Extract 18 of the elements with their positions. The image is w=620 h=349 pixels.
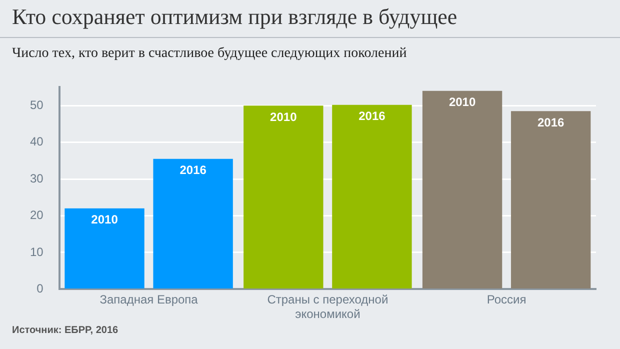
text: 2016 bbox=[537, 115, 564, 130]
y-tick-label: 10 bbox=[30, 244, 44, 259]
y-tick-label: 50 bbox=[30, 98, 44, 112]
x-tick-label: Россия bbox=[486, 292, 526, 307]
text: 2016 bbox=[358, 109, 386, 124]
series-label: 2010 bbox=[91, 212, 118, 227]
chart-subtitle: Число тех, кто верит в счастливое будущее следующих поколений bbox=[12, 46, 407, 62]
y-tick-label: 30 bbox=[30, 171, 44, 186]
y-tick-label: 0 bbox=[36, 282, 44, 296]
text: 2010 bbox=[448, 95, 476, 110]
text: Источник: ЕБРР, 2016 bbox=[12, 325, 118, 336]
text: 2010 bbox=[270, 110, 297, 124]
y-tick-label: 40 bbox=[30, 134, 44, 149]
x-tick-label: Страны с переходной экономикой bbox=[267, 292, 388, 322]
y-tick-label: 20 bbox=[30, 208, 44, 222]
chart-title: Кто сохраняет оптимизм при взгляде в будущее bbox=[12, 4, 458, 30]
x-tick-label: Западная Европа bbox=[100, 292, 198, 307]
series-label: 2016 bbox=[180, 163, 207, 178]
